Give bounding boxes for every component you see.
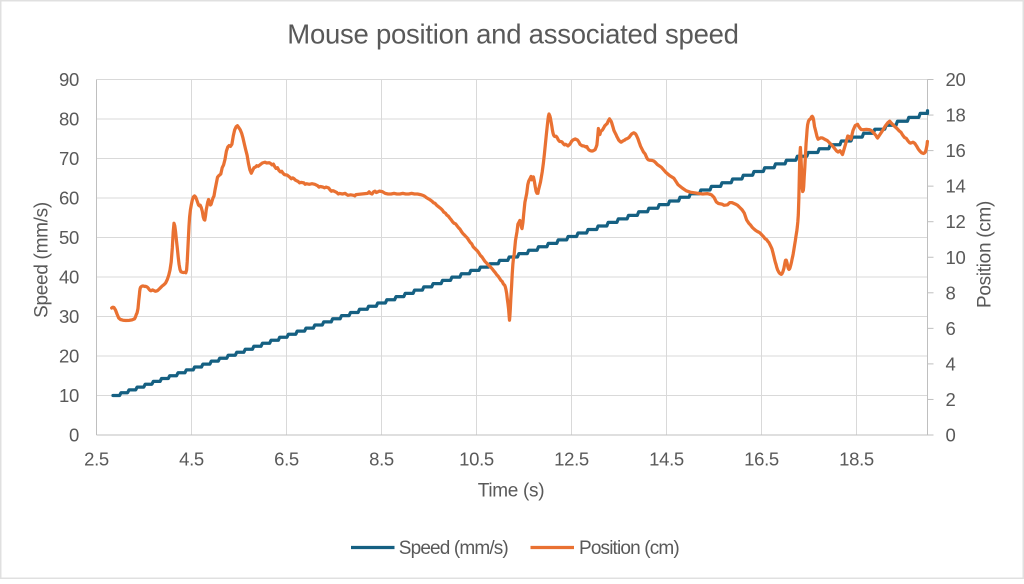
svg-text:2: 2 xyxy=(946,389,956,410)
svg-text:30: 30 xyxy=(59,306,79,327)
svg-text:10.5: 10.5 xyxy=(459,449,494,470)
svg-text:0: 0 xyxy=(69,425,79,446)
svg-text:8.5: 8.5 xyxy=(369,449,394,470)
svg-text:2.5: 2.5 xyxy=(84,449,109,470)
svg-text:Speed (mm/s): Speed (mm/s) xyxy=(32,202,53,318)
svg-text:80: 80 xyxy=(59,109,79,130)
svg-text:Time (s): Time (s) xyxy=(478,481,545,502)
svg-text:40: 40 xyxy=(59,267,79,288)
svg-text:50: 50 xyxy=(59,227,79,248)
svg-text:60: 60 xyxy=(59,188,79,209)
svg-text:Position (cm): Position (cm) xyxy=(975,201,996,308)
svg-text:14: 14 xyxy=(946,176,966,197)
svg-text:Speed (mm/s): Speed (mm/s) xyxy=(399,538,509,559)
svg-text:16.5: 16.5 xyxy=(744,449,779,470)
svg-text:6.5: 6.5 xyxy=(274,449,299,470)
svg-text:20: 20 xyxy=(946,69,966,90)
svg-text:Mouse position and associated: Mouse position and associated speed xyxy=(287,19,738,50)
svg-text:70: 70 xyxy=(59,148,79,169)
svg-text:4: 4 xyxy=(946,353,956,374)
svg-text:90: 90 xyxy=(59,69,79,90)
svg-text:Position (cm): Position (cm) xyxy=(579,538,679,559)
svg-text:14.5: 14.5 xyxy=(649,449,684,470)
svg-text:18: 18 xyxy=(946,105,966,126)
svg-text:12: 12 xyxy=(946,211,966,232)
svg-text:0: 0 xyxy=(946,425,956,446)
svg-text:18.5: 18.5 xyxy=(839,449,874,470)
svg-text:10: 10 xyxy=(59,385,79,406)
svg-text:6: 6 xyxy=(946,318,956,339)
svg-text:8: 8 xyxy=(946,282,956,303)
svg-text:20: 20 xyxy=(59,346,79,367)
svg-text:12.5: 12.5 xyxy=(554,449,589,470)
svg-text:4.5: 4.5 xyxy=(179,449,204,470)
svg-text:10: 10 xyxy=(946,247,966,268)
svg-text:16: 16 xyxy=(946,140,966,161)
